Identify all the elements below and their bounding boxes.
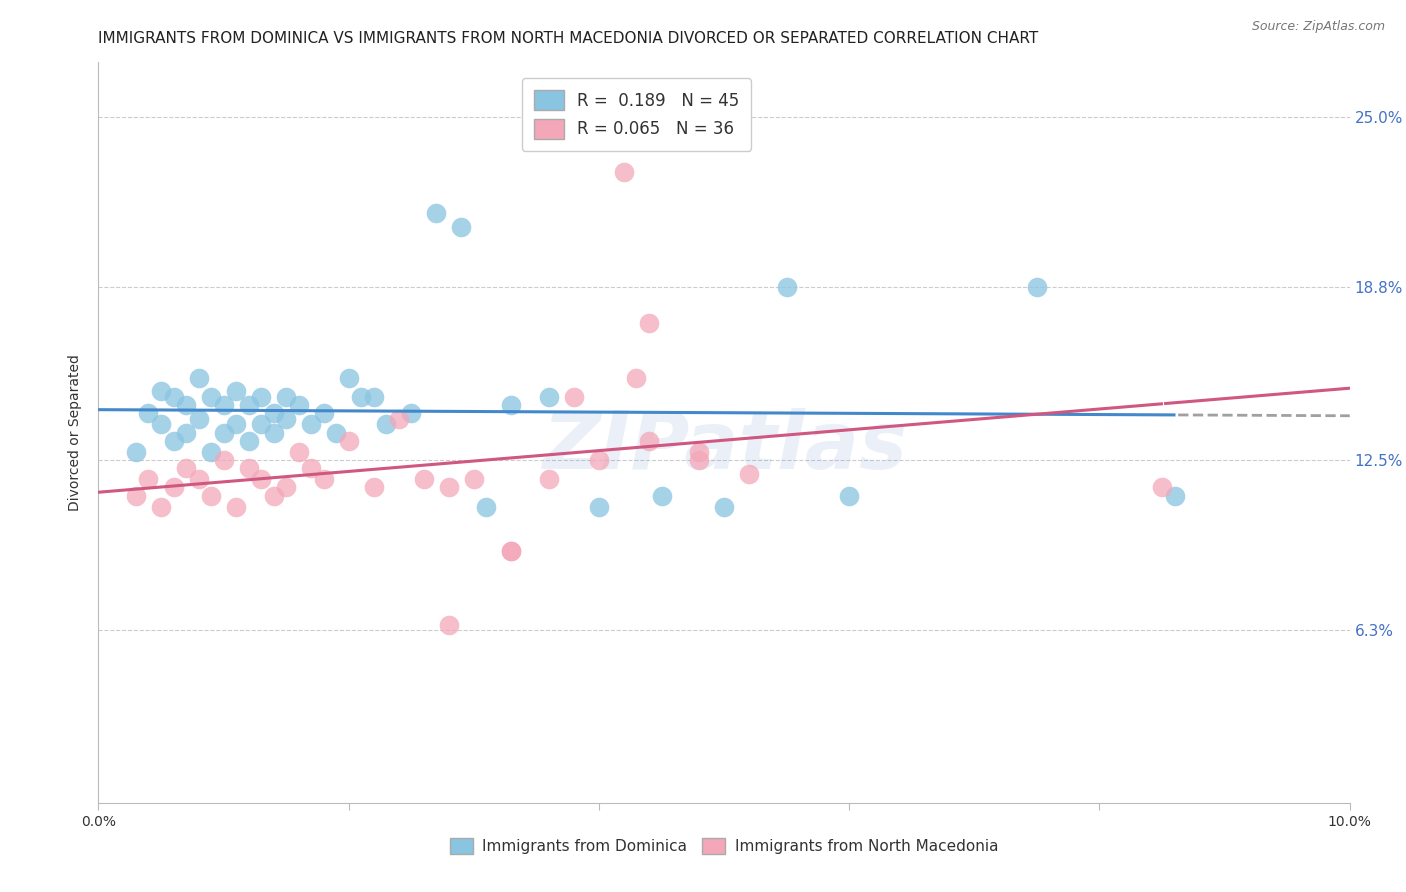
Point [187,412,209,426]
Point [263,406,285,420]
Point [174,398,197,412]
Point [263,425,285,440]
Point [274,480,298,494]
Point [174,425,197,440]
Point [1152,480,1174,494]
Point [212,453,235,467]
Point [838,489,860,503]
Point [562,390,585,404]
Point [613,165,636,179]
Point [299,417,322,432]
Point [162,390,184,404]
Point [638,316,661,330]
Point [638,434,661,448]
Point [688,453,710,467]
Point [626,371,648,385]
Point [274,390,298,404]
Y-axis label: Divorced or Separated: Divorced or Separated [69,354,83,511]
Point [537,390,560,404]
Point [150,384,173,399]
Point [363,390,385,404]
Point [713,500,735,514]
Point [250,472,273,486]
Legend: Immigrants from Dominica, Immigrants from North Macedonia: Immigrants from Dominica, Immigrants fro… [443,830,1005,862]
Point [150,500,173,514]
Point [1163,489,1185,503]
Point [299,461,322,475]
Point [401,406,423,420]
Text: ZIPatlas: ZIPatlas [541,409,907,486]
Point [162,480,184,494]
Text: IMMIGRANTS FROM DOMINICA VS IMMIGRANTS FROM NORTH MACEDONIA DIVORCED OR SEPARATE: IMMIGRANTS FROM DOMINICA VS IMMIGRANTS F… [98,31,1039,46]
Point [212,425,235,440]
Point [263,489,285,503]
Point [225,500,247,514]
Point [350,390,373,404]
Point [125,489,148,503]
Point [437,480,460,494]
Point [337,434,360,448]
Point [650,489,672,503]
Point [1026,280,1049,294]
Point [238,461,260,475]
Point [212,398,235,412]
Point [450,219,472,234]
Point [337,371,360,385]
Point [187,371,209,385]
Point [274,412,298,426]
Point [200,489,222,503]
Point [312,472,335,486]
Point [287,445,309,459]
Point [501,543,523,558]
Point [125,445,148,459]
Point [174,461,197,475]
Point [238,398,260,412]
Point [200,445,222,459]
Point [537,472,560,486]
Point [187,472,209,486]
Point [388,412,411,426]
Text: Source: ZipAtlas.com: Source: ZipAtlas.com [1251,20,1385,33]
Point [475,500,498,514]
Point [363,480,385,494]
Point [501,398,523,412]
Point [688,445,710,459]
Point [162,434,184,448]
Point [375,417,398,432]
Point [312,406,335,420]
Point [225,417,247,432]
Point [200,390,222,404]
Point [501,543,523,558]
Point [425,206,447,220]
Point [776,280,799,294]
Point [588,500,610,514]
Point [138,472,160,486]
Point [150,417,173,432]
Point [250,417,273,432]
Point [250,390,273,404]
Point [238,434,260,448]
Point [138,406,160,420]
Point [463,472,485,486]
Point [325,425,347,440]
Point [437,617,460,632]
Point [412,472,434,486]
Point [738,467,761,481]
Point [225,384,247,399]
Point [287,398,309,412]
Point [588,453,610,467]
